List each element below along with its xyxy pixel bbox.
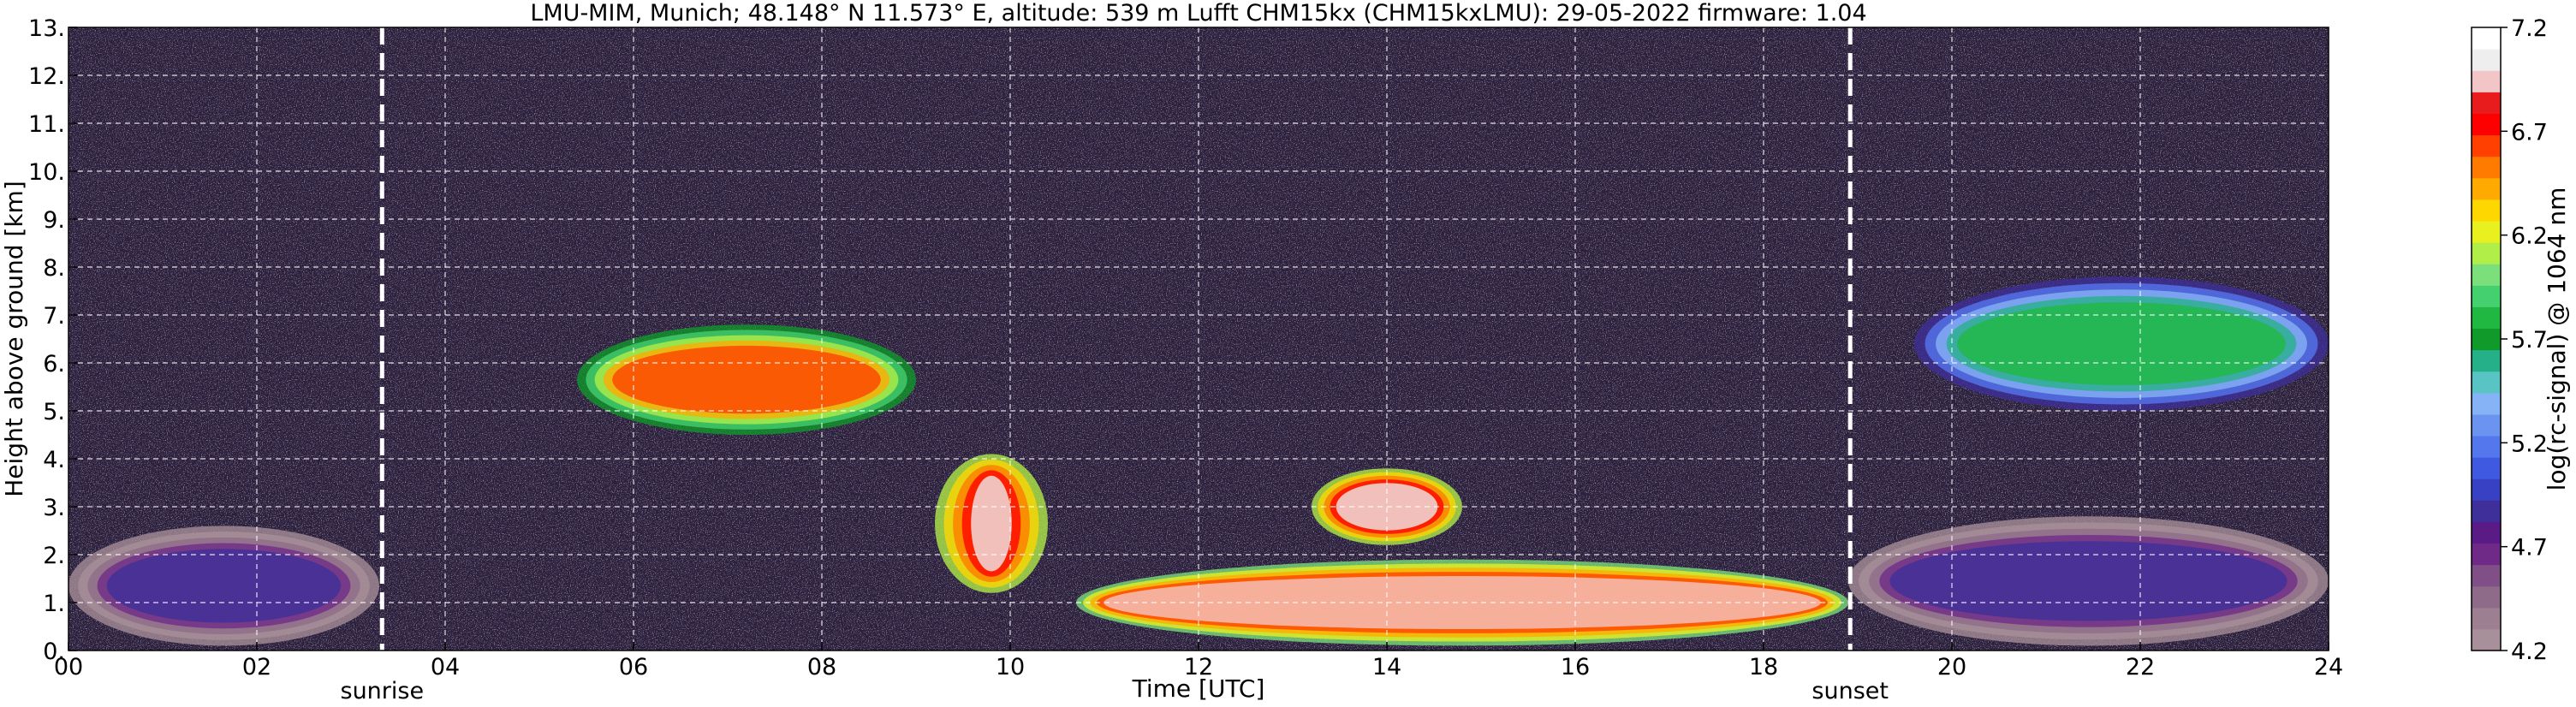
sunset-label: sunset [1812,678,1889,704]
feature-7-level-5 [1889,541,2287,621]
y-axis: 0. 1. 2. 3. 4. 5. 6. 7. 8. 9. 10. 11. 12. 13. [28,15,77,665]
x-tick-label: 06 [619,654,648,680]
y-tick-label: 12. [28,63,65,90]
colorbar-block [2472,564,2501,587]
feature-4-level-5 [971,475,1012,572]
colorbar-blocks [2472,27,2501,651]
colorbar-block [2472,585,2501,609]
colorbar-block [2472,134,2501,157]
colorbar-block [2472,371,2501,394]
x-tick-label: 10 [996,654,1025,680]
y-tick-label: 1. [43,591,65,617]
colorbar-block [2472,457,2501,479]
y-tick-label: 3. [43,495,65,521]
x-tick-label: 24 [2314,654,2343,680]
colorbar-tick-label: 5.2 [2511,431,2548,457]
colorbar-block [2472,92,2501,115]
colorbar: 4.2 4.7 5.2 5.7 6.2 6.7 7.2 log(rc-signal) @ 1… [2471,15,2571,665]
colorbar-tick-label: 6.7 [2511,119,2548,146]
y-axis-label: Height above ground [km] [0,181,28,497]
x-tick-label: 02 [242,654,271,680]
y-tick-label: 7. [43,303,65,330]
feature-4 [935,454,1048,593]
chart-title: LMU-MIM, Munich; 48.148° N 11.573° E, al… [530,0,1866,27]
plot-area: sunrise sunset [68,27,2329,704]
x-tick-label: 00 [54,654,83,680]
x-tick-label: 14 [1372,654,1401,680]
colorbar-block [2472,177,2501,200]
x-tick-label: 12 [1184,654,1213,680]
colorbar-block [2472,607,2501,630]
grid-lines [68,27,2329,651]
colorbar-block [2472,242,2501,264]
y-tick-label: 9. [43,207,65,234]
feature-1 [68,526,379,646]
feature-3-level-5 [612,345,881,414]
colorbar-block [2472,199,2501,222]
x-axis-label: Time [UTC] [1132,674,1265,703]
colorbar-block [2472,628,2501,651]
colorbar-block [2472,264,2501,286]
y-tick-label: 0. [43,639,65,665]
y-tick-label: 13. [28,15,65,42]
colorbar-block [2472,435,2501,458]
x-tick-label: 16 [1561,654,1590,680]
y-tick-label: 5. [43,399,65,425]
colorbar-tick-label: 4.7 [2511,535,2548,561]
x-tick-label: 18 [1749,654,1778,680]
colorbar-block [2472,521,2501,544]
colorbar-label: log(rc-signal) @ 1064 nm [2543,187,2571,491]
sun-markers: sunrise sunset [341,27,1889,704]
feature-6-level-5 [1957,302,2286,385]
colorbar-block [2472,70,2501,92]
y-tick-label: 11. [28,111,65,138]
colorbar-tick-label: 6.2 [2511,223,2548,250]
colorbar-block [2472,478,2501,501]
feature-7 [1848,516,2329,646]
feature-1-level-5 [106,549,342,623]
colorbar-block [2472,27,2501,50]
colorbar-tick-label: 5.7 [2511,327,2548,354]
colorbar-block [2472,543,2501,566]
y-tick-label: 6. [43,351,65,377]
colorbar-block [2472,392,2501,415]
y-tick-label: 4. [43,447,65,473]
sunrise-label: sunrise [341,678,425,704]
colorbar-block [2472,328,2501,351]
colorbar-tick-label: 7.2 [2511,15,2548,42]
y-tick-label: 10. [28,159,65,186]
y-tick-label: 2. [43,543,65,569]
feature-3 [577,324,916,435]
x-tick-label: 08 [807,654,836,680]
colorbar-block [2472,285,2501,307]
feature-6 [1914,276,2329,411]
colorbar-block [2472,306,2501,330]
colorbar-block [2472,349,2501,372]
x-tick-label: 20 [1937,654,1966,680]
colorbar-block [2472,220,2501,243]
colorbar-block [2472,113,2501,136]
colorbar-block [2472,413,2501,437]
colorbar-ticks: 4.2 4.7 5.2 5.7 6.2 6.7 7.2 [2501,15,2548,665]
colorbar-block [2472,49,2501,71]
colorbar-block [2472,156,2501,179]
x-tick-label: 22 [2126,654,2155,680]
x-axis: 00 02 04 06 08 10 12 14 16 18 20 22 24 [54,642,2343,680]
x-tick-label: 04 [431,654,460,680]
y-tick-label: 8. [43,255,65,282]
colorbar-tick-label: 4.2 [2511,639,2548,665]
colorbar-block [2472,500,2501,522]
